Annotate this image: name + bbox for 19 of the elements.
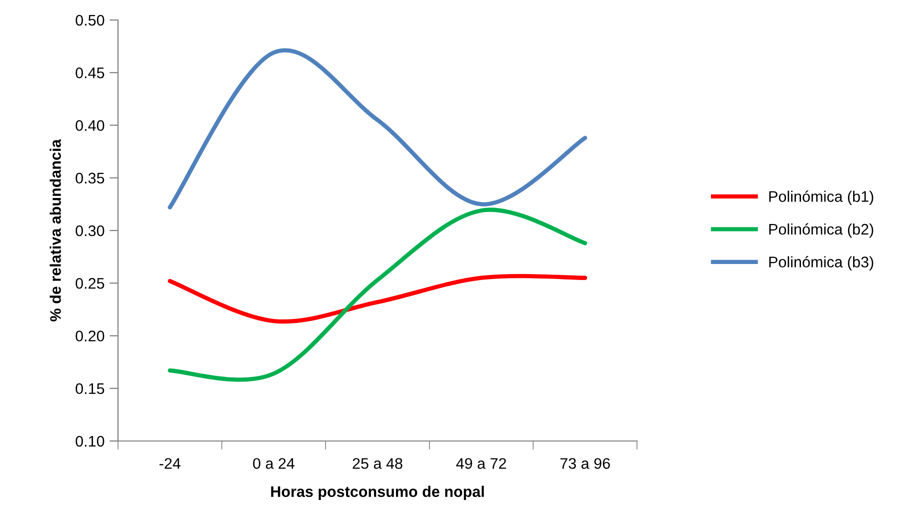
y-tick-label: 0.35: [76, 172, 104, 184]
x-tick-label: 0 a 24: [253, 458, 294, 469]
y-tick-label: 0.30: [76, 225, 104, 236]
legend-label: Polinómica (b1): [769, 190, 874, 205]
y-tick-label: 0.25: [76, 278, 104, 289]
y-tick-label: 0.40: [76, 120, 104, 131]
y-axis-title: % de relativa abundancia: [50, 139, 61, 322]
y-tick-label: 0.50: [76, 14, 104, 26]
y-tick-label: 0.45: [76, 67, 104, 78]
x-tick-label: 49 a 72: [456, 458, 506, 469]
y-tick-label: 0.10: [76, 436, 104, 447]
x-tick-label: 73 a 96: [560, 458, 610, 469]
y-tick-label: 0.15: [76, 383, 104, 394]
x-axis-title: Horas postconsumo de nopal: [271, 486, 484, 500]
legend-label: Polinómica (b2): [769, 223, 874, 238]
y-tick-label: 0.20: [76, 330, 104, 342]
x-tick-label: 25 a 48: [352, 458, 402, 469]
legend-label: Polinómica (b3): [769, 256, 874, 270]
x-tick-label: -24: [160, 458, 180, 469]
